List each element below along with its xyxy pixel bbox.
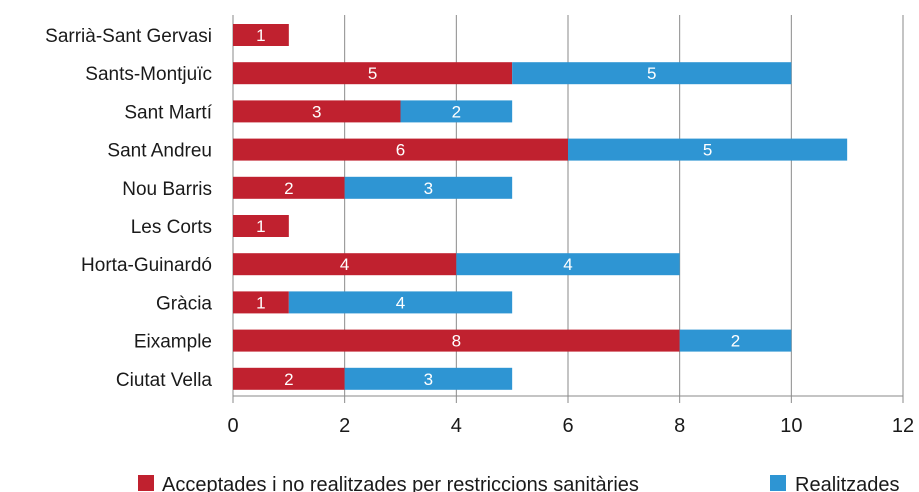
x-tick-label: 0 — [227, 415, 238, 437]
bar-value-label: 3 — [424, 179, 433, 198]
bar-segment — [233, 138, 568, 161]
bars: 15 53 26 52 314 41 48 22 3 — [233, 24, 848, 390]
x-tick-label: 10 — [780, 415, 802, 437]
bar-value-label: 1 — [256, 293, 265, 312]
bar-value-label: 1 — [256, 217, 265, 236]
category-label: Les Corts — [131, 217, 212, 238]
category-label: Gràcia — [156, 293, 212, 314]
x-axis: 0 2 4 6 8 10 12 — [227, 395, 914, 437]
bar-segment — [400, 100, 513, 123]
x-tick-label: 4 — [451, 415, 462, 437]
bar-segment — [344, 176, 513, 199]
bar-value-label: 5 — [647, 64, 656, 83]
bar-value-label: 4 — [396, 293, 405, 312]
bar-segment — [344, 367, 513, 390]
bar-value-label: 5 — [368, 64, 377, 83]
bar-value-label: 3 — [424, 370, 433, 389]
category-label: Sant Martí — [124, 102, 212, 123]
bar-value-label: 3 — [312, 102, 321, 121]
bar-value-label: 4 — [340, 255, 349, 274]
bar-segment — [233, 253, 457, 276]
bar-segment — [288, 291, 513, 314]
bar-segment — [233, 329, 680, 352]
category-labels: Sarrià-Sant Gervasi Sants-Montjuïc Sant Ma… — [45, 26, 213, 391]
x-tick-label: 12 — [892, 415, 914, 437]
bar-segment — [679, 329, 792, 352]
bar-segment — [233, 176, 345, 199]
bar-value-label: 6 — [396, 141, 405, 160]
bar-value-label: 4 — [563, 255, 572, 274]
bar-value-label: 2 — [452, 102, 461, 121]
category-label: Eixample — [134, 332, 212, 353]
legend-label: Acceptades i no realitzades per restricc… — [162, 474, 639, 492]
bar-value-label: 2 — [731, 332, 740, 351]
bar-segment — [512, 62, 792, 85]
bar-segment — [233, 62, 513, 85]
bar-value-label: 1 — [256, 26, 265, 45]
legend-label: Realitzades — [795, 474, 900, 492]
x-tick-label: 8 — [674, 415, 685, 437]
bar-segment — [233, 24, 289, 46]
legend: Acceptades i no realitzades per restricc… — [138, 474, 900, 492]
legend-swatch — [770, 475, 786, 491]
bar-value-label: 8 — [452, 332, 461, 351]
x-tick-label: 2 — [339, 415, 350, 437]
bar-value-label: 5 — [703, 141, 712, 160]
bar-segment — [233, 100, 401, 123]
category-label: Nou Barris — [122, 179, 212, 200]
bar-value-label: 2 — [284, 370, 293, 389]
legend-swatch — [138, 475, 154, 491]
bar-segment — [233, 215, 289, 237]
bar-value-label: 2 — [284, 179, 293, 198]
category-label: Sants-Montjuïc — [85, 64, 212, 85]
category-label: Sant Andreu — [107, 141, 212, 162]
bar-segment — [233, 367, 345, 390]
bar-segment — [568, 138, 848, 161]
x-tick-label: 6 — [562, 415, 573, 437]
bar-segment — [456, 253, 680, 276]
category-label: Sarrià-Sant Gervasi — [45, 26, 212, 47]
category-label: Ciutat Vella — [116, 370, 213, 391]
category-label: Horta-Guinardó — [81, 255, 212, 276]
bar-segment — [233, 291, 289, 314]
